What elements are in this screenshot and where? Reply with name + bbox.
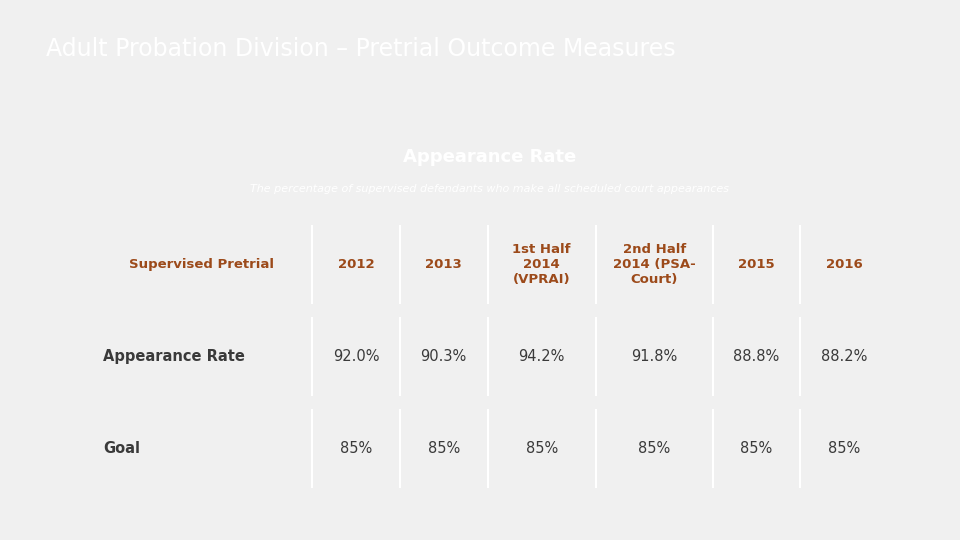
Text: Adult Probation Division – Pretrial Outcome Measures: Adult Probation Division – Pretrial Outc… xyxy=(46,37,676,60)
Text: 90.3%: 90.3% xyxy=(420,349,467,364)
Text: 85%: 85% xyxy=(340,441,372,456)
Text: 2015: 2015 xyxy=(738,258,775,271)
Text: Goal: Goal xyxy=(103,441,140,456)
Text: 2012: 2012 xyxy=(338,258,374,271)
Text: Appearance Rate: Appearance Rate xyxy=(103,349,245,364)
Text: 88.2%: 88.2% xyxy=(821,349,868,364)
Text: The percentage of supervised defendants who make all scheduled court appearances: The percentage of supervised defendants … xyxy=(251,184,729,194)
Text: 85%: 85% xyxy=(828,441,860,456)
Text: 85%: 85% xyxy=(427,441,460,456)
Text: 94.2%: 94.2% xyxy=(518,349,564,364)
Text: 88.8%: 88.8% xyxy=(733,349,780,364)
Text: 2016: 2016 xyxy=(826,258,863,271)
Text: 92.0%: 92.0% xyxy=(333,349,379,364)
Text: 91.8%: 91.8% xyxy=(632,349,678,364)
Text: 1st Half
2014
(VPRAI): 1st Half 2014 (VPRAI) xyxy=(513,243,571,286)
Text: Appearance Rate: Appearance Rate xyxy=(403,148,576,166)
Text: 85%: 85% xyxy=(638,441,670,456)
Text: 2nd Half
2014 (PSA-
Court): 2nd Half 2014 (PSA- Court) xyxy=(613,243,696,286)
Text: 85%: 85% xyxy=(740,441,773,456)
Text: 85%: 85% xyxy=(526,441,558,456)
Text: Supervised Pretrial: Supervised Pretrial xyxy=(130,258,275,271)
Text: 2013: 2013 xyxy=(425,258,462,271)
